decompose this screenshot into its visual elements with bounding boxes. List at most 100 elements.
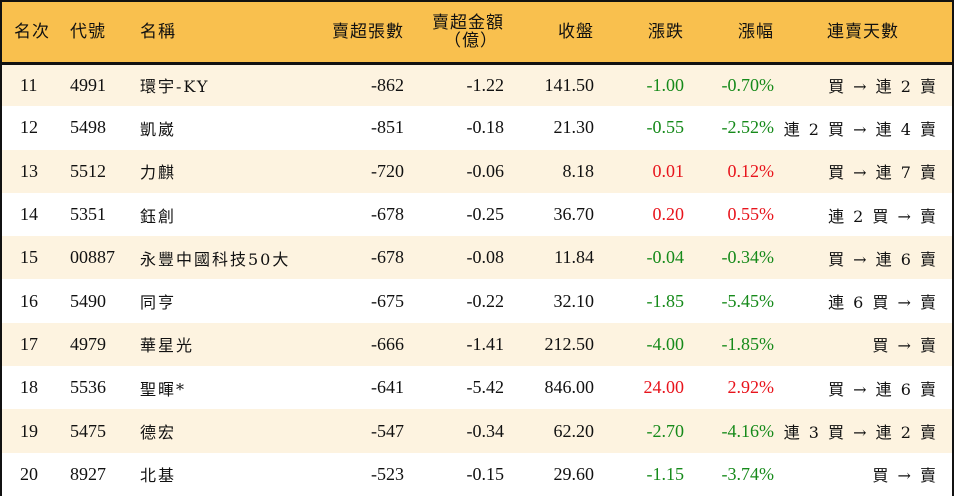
close-price-cell: 846.00 — [544, 377, 595, 398]
rank-cell: 14 — [20, 204, 38, 225]
net-sell-amount-cell: -0.18 — [466, 117, 505, 138]
close-price-cell: 8.18 — [562, 160, 595, 181]
net-sell-lots-cell: -862 — [371, 74, 404, 95]
stock-name-cell: 德宏 — [140, 423, 177, 443]
table-header-row: 名次 代號 名稱 賣超張數 賣超金額 （億） 收盤 漲跌 漲幅 連賣天數 — [2, 2, 952, 63]
net-sell-lots-cell: -666 — [371, 333, 404, 354]
net-sell-lots-cell: -678 — [371, 247, 404, 268]
price-change-cell: -0.04 — [646, 247, 685, 268]
rank-cell: 20 — [20, 463, 38, 484]
header-change: 漲跌 — [648, 21, 684, 42]
rank-cell: 18 — [20, 377, 38, 398]
sell-streak-cell: 買 → 賣 — [872, 466, 938, 486]
table-row: 18 5536 聖暉* -641 -5.42 846.00 24.00 2.92… — [2, 366, 952, 410]
table-row: 14 5351 鈺創 -678 -0.25 36.70 0.20 0.55% 連… — [2, 192, 952, 237]
header-streak: 連賣天數 — [827, 21, 899, 42]
net-sell-amount-cell: -0.15 — [466, 463, 505, 484]
price-change-cell: 0.20 — [652, 204, 685, 225]
net-sell-lots-cell: -678 — [371, 204, 404, 225]
table-row: 15 00887 永豐中國科技50大 -678 -0.08 11.84 -0.0… — [2, 236, 952, 280]
net-sell-lots-cell: -675 — [371, 290, 404, 311]
close-price-cell: 21.30 — [553, 117, 595, 138]
header-net-sell-amount-line1: 賣超金額 — [432, 12, 504, 33]
stock-name-cell: 聖暉* — [140, 379, 187, 399]
net-sell-amount-cell: -1.41 — [466, 333, 505, 354]
sell-streak-cell: 連 3 買 → 連 2 賣 — [783, 423, 938, 443]
stock-code-cell: 5536 — [70, 377, 106, 398]
change-pct-cell: 0.55% — [727, 204, 775, 225]
stock-name-cell: 永豐中國科技50大 — [140, 249, 291, 269]
change-pct-cell: -0.34% — [721, 247, 775, 268]
net-sell-lots-cell: -720 — [371, 160, 404, 181]
stock-name-cell: 力麒 — [140, 163, 177, 183]
net-sell-lots-cell: -851 — [371, 117, 404, 138]
net-sell-lots-cell: -641 — [371, 377, 404, 398]
stock-code-cell: 4979 — [70, 333, 106, 354]
rank-cell: 19 — [20, 420, 38, 441]
header-close: 收盤 — [558, 21, 594, 42]
stock-code-cell: 8927 — [70, 463, 106, 484]
close-price-cell: 62.20 — [553, 420, 595, 441]
stock-name-cell: 華星光 — [140, 336, 195, 356]
table-row: 13 5512 力麒 -720 -0.06 8.18 0.01 0.12% 買 … — [2, 149, 952, 193]
sell-streak-cell: 連 2 買 → 連 4 賣 — [783, 119, 938, 139]
close-price-cell: 141.50 — [544, 74, 595, 95]
stock-name-cell: 同亨 — [140, 293, 177, 313]
net-sell-amount-cell: -0.06 — [466, 160, 505, 181]
price-change-cell: 24.00 — [643, 377, 685, 398]
table-row: 12 5498 凱崴 -851 -0.18 21.30 -0.55 -2.52%… — [2, 106, 952, 150]
sell-streak-cell: 連 2 買 → 賣 — [828, 206, 938, 226]
price-change-cell: -1.85 — [646, 290, 685, 311]
change-pct-cell: -4.16% — [721, 420, 775, 441]
table-row: 19 5475 德宏 -547 -0.34 62.20 -2.70 -4.16%… — [2, 409, 952, 453]
change-pct-cell: -3.74% — [721, 463, 775, 484]
header-name: 名稱 — [140, 21, 176, 42]
net-sell-amount-cell: -0.25 — [466, 204, 505, 225]
net-sell-amount-cell: -1.22 — [466, 74, 505, 95]
net-sell-amount-cell: -5.42 — [466, 377, 505, 398]
change-pct-cell: -2.52% — [721, 117, 775, 138]
table-row: 11 4991 環宇-KY -862 -1.22 141.50 -1.00 -0… — [2, 63, 952, 107]
stock-code-cell: 5498 — [70, 117, 106, 138]
price-change-cell: -2.70 — [646, 420, 685, 441]
price-change-cell: 0.01 — [652, 160, 685, 181]
close-price-cell: 212.50 — [544, 333, 595, 354]
header-rank: 名次 — [14, 21, 50, 42]
table-row: 16 5490 同亨 -675 -0.22 32.10 -1.85 -5.45%… — [2, 279, 952, 323]
change-pct-cell: -5.45% — [721, 290, 775, 311]
stock-code-cell: 5475 — [70, 420, 106, 441]
stock-name-cell: 北基 — [140, 466, 177, 486]
net-sell-amount-cell: -0.34 — [466, 420, 505, 441]
rank-cell: 12 — [20, 117, 38, 138]
price-change-cell: -4.00 — [646, 333, 685, 354]
table-row: 20 8927 北基 -523 -0.15 29.60 -1.15 -3.74%… — [2, 452, 952, 496]
net-sell-lots-cell: -547 — [371, 420, 404, 441]
header-net-sell-amount: 賣超金額 （億） — [404, 2, 504, 63]
sell-streak-cell: 買 → 連 7 賣 — [828, 163, 938, 183]
stock-code-cell: 00887 — [70, 247, 115, 268]
header-net-sell-amount-unit: （億） — [444, 30, 498, 51]
sell-streak-cell: 買 → 連 6 賣 — [828, 379, 938, 399]
price-change-cell: -1.00 — [646, 74, 685, 95]
net-sell-amount-cell: -0.08 — [466, 247, 505, 268]
close-price-cell: 29.60 — [553, 463, 595, 484]
rank-cell: 13 — [20, 160, 38, 181]
stock-name-cell: 環宇-KY — [140, 77, 210, 97]
rank-cell: 11 — [20, 74, 38, 95]
stock-name-cell: 凱崴 — [140, 119, 177, 139]
header-change-pct: 漲幅 — [738, 21, 774, 42]
price-change-cell: -0.55 — [646, 117, 685, 138]
change-pct-cell: -1.85% — [721, 333, 775, 354]
sell-streak-cell: 連 6 買 → 賣 — [828, 293, 938, 313]
header-code: 代號 — [70, 21, 106, 42]
rank-cell: 15 — [20, 247, 38, 268]
close-price-cell: 32.10 — [553, 290, 595, 311]
header-net-sell-lots: 賣超張數 — [332, 21, 404, 42]
stock-code-cell: 4991 — [70, 74, 106, 95]
sell-streak-cell: 買 → 連 2 賣 — [828, 77, 938, 97]
change-pct-cell: 0.12% — [727, 160, 775, 181]
sell-streak-cell: 買 → 連 6 賣 — [828, 249, 938, 269]
stock-code-cell: 5490 — [70, 290, 106, 311]
